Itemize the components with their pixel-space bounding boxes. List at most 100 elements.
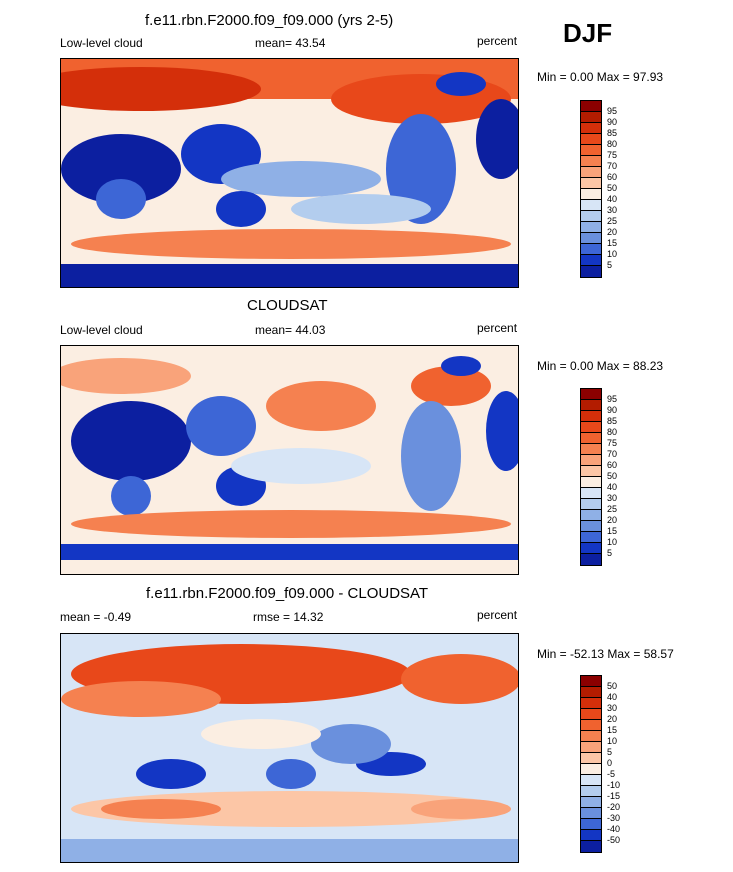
colorbar-tick-label: 25 [607,216,618,226]
colorbar-tick-label: 80 [607,139,618,149]
colorbar-tick-label: 40 [607,194,618,204]
colorbar-swatch [581,841,601,852]
colorbar-tick-label: 0 [607,758,613,768]
colorbar-swatch [581,830,601,841]
colorbar-tick-label: 20 [607,515,618,525]
colorbar-swatch [581,389,601,400]
colorbar-swatch [581,775,601,786]
colorbar-swatch [581,444,601,455]
colorbar-swatch [581,477,601,488]
panel-1-map [60,58,519,288]
season-label: DJF [563,18,613,48]
colorbar-swatch [581,532,601,543]
colorbar-tick-label: 75 [607,438,618,448]
panel-1-colorbar-box [580,100,602,278]
colorbar-tick-label: 5 [607,260,613,270]
colorbar-swatch [581,676,601,687]
colorbar-swatch [581,543,601,554]
colorbar-tick-label: 75 [607,150,618,160]
colorbar-swatch [581,709,601,720]
colorbar-swatch [581,233,601,244]
colorbar-swatch [581,156,601,167]
colorbar-swatch [581,422,601,433]
colorbar-tick-label: -15 [607,791,621,801]
colorbar-swatch [581,167,601,178]
panel-3-map-field [61,634,518,862]
colorbar-tick-label: 5 [607,747,613,757]
colorbar-tick-label: 60 [607,172,618,182]
colorbar-tick-label: 15 [607,238,618,248]
panel-2-title: CLOUDSAT [247,297,328,314]
colorbar-tick-label: 85 [607,416,618,426]
colorbar-swatch [581,112,601,123]
panel-3-map [60,633,519,863]
colorbar-swatch [581,764,601,775]
colorbar-tick-label: 20 [607,227,618,237]
colorbar-swatch [581,797,601,808]
colorbar-tick-label: 30 [607,205,618,215]
colorbar-tick-label: -50 [607,835,621,845]
panel-3-rmse: rmse = 14.32 [253,610,324,624]
panel-3-title: f.e11.rbn.F2000.f09_f09.000 - CLOUDSAT [146,585,429,602]
colorbar-swatch [581,266,601,277]
colorbar-swatch [581,698,601,709]
colorbar-swatch [581,786,601,797]
panel-3-mean: mean = -0.49 [60,610,132,624]
colorbar-swatch [581,819,601,830]
panel-2-minmax: Min = 0.00 Max = 88.23 [537,359,664,373]
colorbar-tick-label: 80 [607,427,618,437]
colorbar-swatch [581,101,601,112]
colorbar-swatch [581,808,601,819]
panel-1-left-label: Low-level cloud [60,36,143,50]
colorbar-swatch [581,189,601,200]
panel-1-units: percent [477,34,518,48]
panel-2-colorbar-box [580,388,602,566]
colorbar-swatch [581,400,601,411]
colorbar-swatch [581,466,601,477]
colorbar-tick-label: 15 [607,725,618,735]
colorbar-tick-label: 85 [607,128,618,138]
colorbar-tick-label: -5 [607,769,616,779]
panel-2-left-label: Low-level cloud [60,323,143,337]
panel-1-mean: mean= 43.54 [255,36,326,50]
colorbar-swatch [581,123,601,134]
colorbar-swatch [581,433,601,444]
colorbar-swatch [581,499,601,510]
panel-1-map-field [61,59,518,287]
colorbar-tick-label: 60 [607,460,618,470]
colorbar-tick-label: -40 [607,824,621,834]
colorbar-swatch [581,222,601,233]
colorbar-swatch [581,720,601,731]
colorbar-tick-label: 10 [607,249,618,259]
colorbar-tick-label: -20 [607,802,621,812]
colorbar-swatch [581,244,601,255]
colorbar-swatch [581,211,601,222]
colorbar-tick-label: -30 [607,813,621,823]
colorbar-tick-label: 15 [607,526,618,536]
colorbar-tick-label: 50 [607,681,618,691]
panel-2-mean: mean= 44.03 [255,323,326,337]
colorbar-swatch [581,521,601,532]
colorbar-tick-label: 10 [607,537,618,547]
colorbar-tick-label: 10 [607,736,618,746]
colorbar-swatch [581,488,601,499]
panel-2-units: percent [477,321,518,335]
panel-1-minmax: Min = 0.00 Max = 97.93 [537,70,664,84]
colorbar-tick-label: 95 [607,394,618,404]
colorbar-tick-label: 90 [607,405,618,415]
panel-3-minmax: Min = -52.13 Max = 58.57 [537,647,674,661]
colorbar-tick-label: 5 [607,548,613,558]
colorbar-swatch [581,411,601,422]
panel-2-map-field [61,346,518,574]
colorbar-tick-label: 40 [607,692,618,702]
panel-3-units: percent [477,608,518,622]
colorbar-tick-label: 90 [607,117,618,127]
colorbar-tick-label: 50 [607,183,618,193]
colorbar-swatch [581,554,601,565]
colorbar-swatch [581,255,601,266]
panel-1-title: f.e11.rbn.F2000.f09_f09.000 (yrs 2-5) [145,12,394,29]
colorbar-tick-label: -10 [607,780,621,790]
colorbar-tick-label: 50 [607,471,618,481]
colorbar-tick-label: 25 [607,504,618,514]
colorbar-swatch [581,687,601,698]
